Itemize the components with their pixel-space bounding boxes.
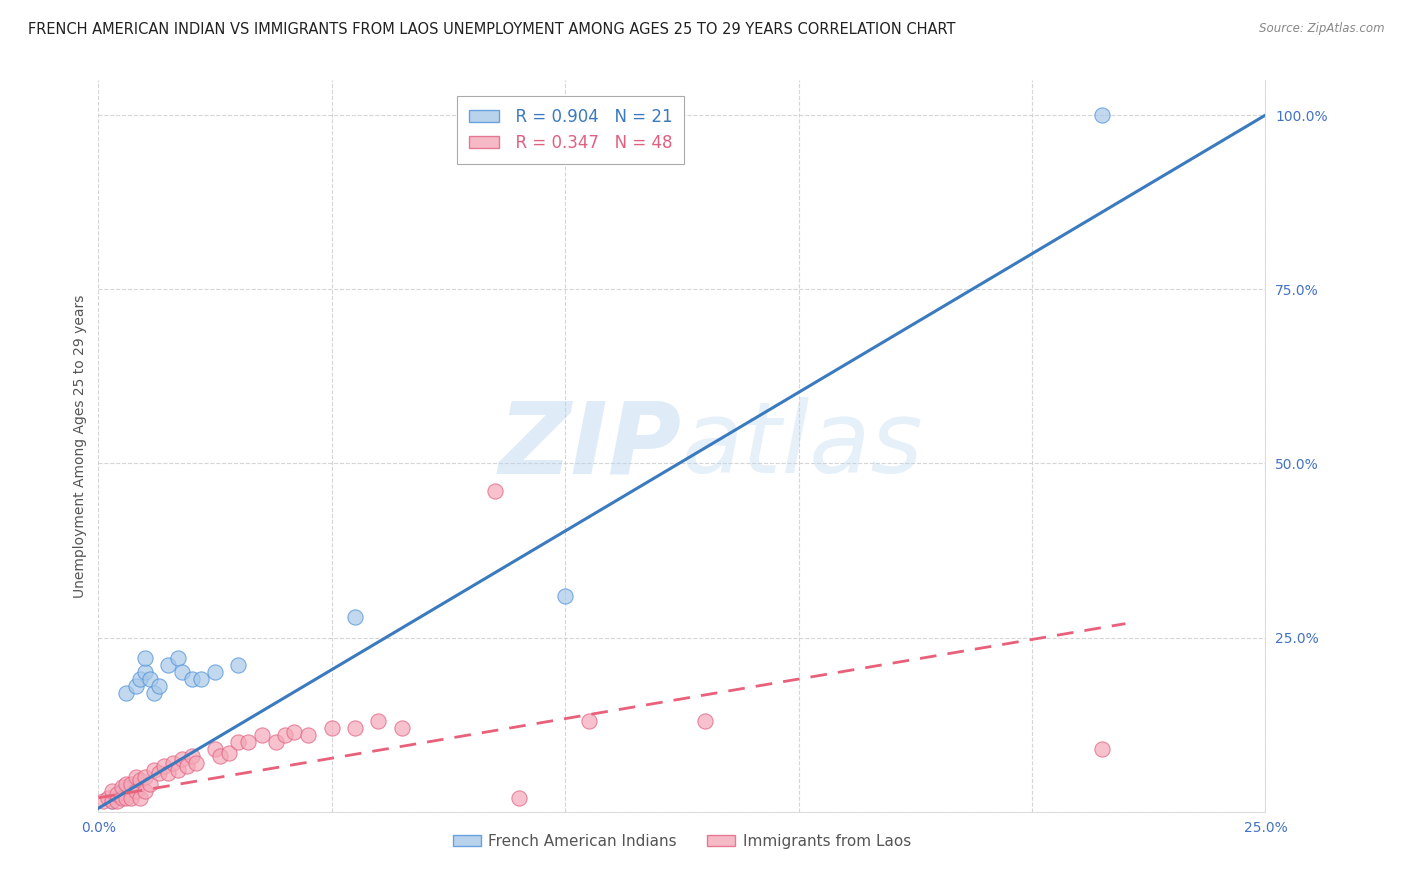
Point [236,735,259,749]
Point [125,679,148,693]
Point [111,784,134,798]
Point [97,790,120,805]
Legend: French American Indians, Immigrants from Laos: French American Indians, Immigrants from… [447,828,917,855]
Point [111,780,134,795]
Point [134,665,156,680]
Point [143,686,166,700]
Point [115,790,138,805]
Point [143,763,166,777]
Point [367,714,389,728]
Point [105,794,128,808]
Point [274,728,297,742]
Point [695,714,717,728]
Point [190,673,212,687]
Point [204,665,226,680]
Point [139,777,162,791]
Point [115,777,138,791]
Text: FRENCH AMERICAN INDIAN VS IMMIGRANTS FROM LAOS UNEMPLOYMENT AMONG AGES 25 TO 29 : FRENCH AMERICAN INDIAN VS IMMIGRANTS FRO… [28,22,956,37]
Point [134,770,156,784]
Point [120,790,142,805]
Point [321,721,343,735]
Point [344,721,367,735]
Point [91,794,114,808]
Point [152,759,174,773]
Point [105,787,128,801]
Point [166,763,188,777]
Point [101,794,124,808]
Point [115,686,138,700]
Point [101,794,124,808]
Point [218,746,240,760]
Point [508,790,530,805]
Point [391,721,413,735]
Point [129,673,152,687]
Point [264,735,287,749]
Point [120,780,142,795]
Point [129,790,152,805]
Point [578,714,600,728]
Point [157,658,180,673]
Point [162,756,184,770]
Point [1091,108,1114,122]
Point [250,728,273,742]
Point [120,777,142,791]
Point [172,665,194,680]
Point [283,724,305,739]
Point [228,658,250,673]
Point [111,790,134,805]
Point [157,766,180,780]
Point [1091,742,1114,756]
Point [101,784,124,798]
Point [125,784,148,798]
Text: atlas: atlas [682,398,924,494]
Point [204,742,226,756]
Point [344,609,367,624]
Point [125,770,148,784]
Text: Source: ZipAtlas.com: Source: ZipAtlas.com [1260,22,1385,36]
Point [180,673,202,687]
Point [139,673,162,687]
Point [148,766,170,780]
Point [129,773,152,788]
Point [134,651,156,665]
Point [554,589,576,603]
Point [208,749,231,764]
Point [134,784,156,798]
Point [180,749,202,764]
Y-axis label: Unemployment Among Ages 25 to 29 years: Unemployment Among Ages 25 to 29 years [73,294,87,598]
Point [172,752,194,766]
Point [297,728,319,742]
Text: ZIP: ZIP [499,398,682,494]
Point [186,756,208,770]
Point [166,651,188,665]
Point [176,759,198,773]
Point [148,679,170,693]
Point [484,484,506,499]
Point [228,735,250,749]
